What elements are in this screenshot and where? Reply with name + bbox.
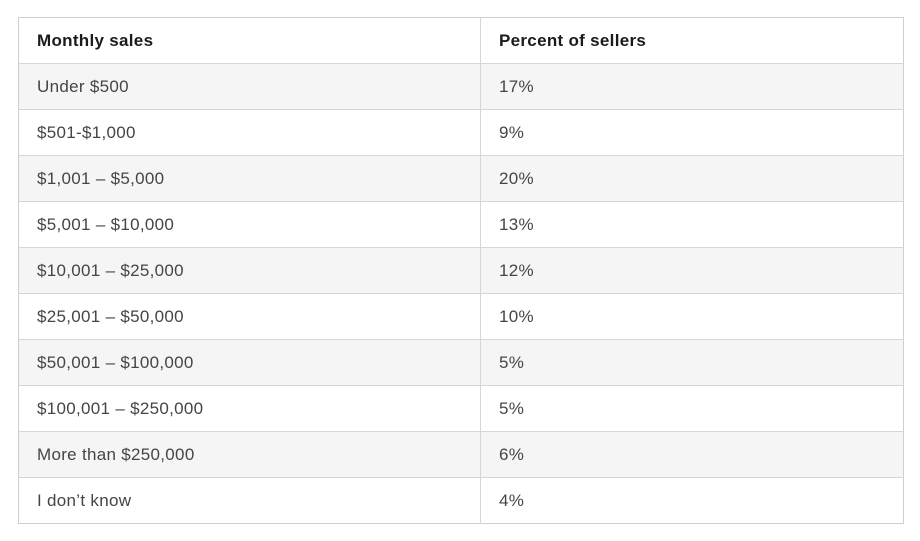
percent-of-sellers-value: 4% xyxy=(480,477,904,524)
table-row: $5,001 – $10,000 13% xyxy=(18,201,904,248)
column-header-monthly-sales: Monthly sales xyxy=(18,17,481,64)
table-row: $501-$1,000 9% xyxy=(18,109,904,156)
percent-of-sellers-value: 13% xyxy=(480,201,904,248)
percent-of-sellers-value: 9% xyxy=(480,109,904,156)
table-body: Under $500 17% $501-$1,000 9% $1,001 – $5,00… xyxy=(18,63,904,524)
percent-of-sellers-value: 10% xyxy=(480,293,904,340)
table-row: $10,001 – $25,000 12% xyxy=(18,247,904,294)
percent-of-sellers-value: 17% xyxy=(480,63,904,110)
table-row: $100,001 – $250,000 5% xyxy=(18,385,904,432)
header-row: Monthly sales Percent of sellers xyxy=(18,17,904,64)
table-header: Monthly sales Percent of sellers xyxy=(18,17,904,64)
monthly-sales-value: $501-$1,000 xyxy=(18,109,481,156)
monthly-sales-table: Monthly sales Percent of sellers Under $… xyxy=(18,17,904,524)
percent-of-sellers-value: 20% xyxy=(480,155,904,202)
percent-of-sellers-value: 5% xyxy=(480,339,904,386)
monthly-sales-value: $5,001 – $10,000 xyxy=(18,201,481,248)
table-row: I don’t know 4% xyxy=(18,477,904,524)
percent-of-sellers-value: 12% xyxy=(480,247,904,294)
monthly-sales-value: $50,001 – $100,000 xyxy=(18,339,481,386)
percent-of-sellers-value: 5% xyxy=(480,385,904,432)
monthly-sales-value: $10,001 – $25,000 xyxy=(18,247,481,294)
monthly-sales-value: More than $250,000 xyxy=(18,431,481,478)
monthly-sales-value: $100,001 – $250,000 xyxy=(18,385,481,432)
table-row: $25,001 – $50,000 10% xyxy=(18,293,904,340)
column-header-percent-of-sellers: Percent of sellers xyxy=(480,17,904,64)
table-row: Under $500 17% xyxy=(18,63,904,110)
monthly-sales-value: $1,001 – $5,000 xyxy=(18,155,481,202)
table-row: $1,001 – $5,000 20% xyxy=(18,155,904,202)
percent-of-sellers-value: 6% xyxy=(480,431,904,478)
table-row: More than $250,000 6% xyxy=(18,431,904,478)
monthly-sales-value: I don’t know xyxy=(18,477,481,524)
table-row: $50,001 – $100,000 5% xyxy=(18,339,904,386)
monthly-sales-value: Under $500 xyxy=(18,63,481,110)
monthly-sales-value: $25,001 – $50,000 xyxy=(18,293,481,340)
